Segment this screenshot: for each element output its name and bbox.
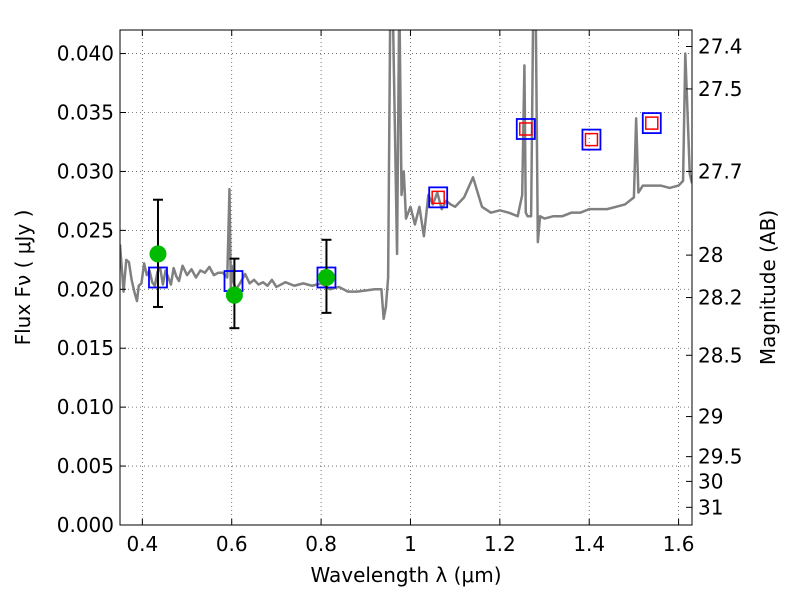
- grid-layer: [120, 30, 692, 526]
- x-tick-label: 1.6: [663, 532, 695, 556]
- y-tick-label: 0.010: [57, 395, 114, 419]
- y-tick-label: 0.040: [57, 42, 114, 66]
- x-tick-label: 0.6: [216, 532, 248, 556]
- y-tick-label: 0.015: [57, 336, 114, 360]
- model-flux-square: [641, 112, 662, 135]
- plot-area: [120, 30, 692, 330]
- x-tick-label: 0.4: [126, 532, 158, 556]
- red-flux-square: [645, 116, 659, 130]
- y-tick-label: 0.020: [57, 277, 114, 301]
- x-axis-label: Wavelength λ (μm): [310, 563, 501, 587]
- red-flux-square: [431, 190, 445, 205]
- mag-tick-label: 27.5: [698, 77, 743, 101]
- mag-tick-label: 30: [698, 469, 723, 493]
- y-tick-label: 0.005: [57, 454, 114, 478]
- mag-tick-label: 28.2: [698, 286, 743, 310]
- y2-axis-label: Magnitude (AB): [756, 210, 780, 365]
- spectrum-line: [120, 30, 692, 320]
- mag-tick-label: 29.5: [698, 445, 743, 469]
- mag-tick-label: 27.7: [698, 159, 743, 183]
- observed-point: [149, 245, 167, 263]
- x-tick-label: 1.4: [573, 532, 605, 556]
- mag-tick-label: 29: [698, 405, 723, 429]
- mag-tick-label: 28: [698, 243, 723, 267]
- x-tick-label: 0.8: [305, 532, 337, 556]
- mag-tick-label: 31: [698, 495, 723, 519]
- model-flux-square: [428, 186, 449, 209]
- model-flux-square: [581, 128, 602, 151]
- mag-tick-label: 28.5: [698, 343, 743, 367]
- y-tick-label: 0.000: [57, 513, 114, 537]
- plot-frame: [119, 29, 693, 526]
- red-flux-square: [584, 132, 599, 147]
- y-axis-label: Flux Fν ( μJy ): [11, 210, 35, 346]
- mag-tick-label: 27.4: [698, 35, 743, 59]
- x-tick-label: 1: [404, 532, 417, 556]
- red-flux-square: [519, 122, 533, 136]
- y-tick-label: 0.035: [57, 101, 114, 125]
- y-tick-label: 0.025: [57, 218, 114, 242]
- observed-point: [317, 269, 335, 286]
- y-tick-label: 0.030: [57, 159, 114, 183]
- tick-layer: 0.4 0.6 0.8 1 1.2 1.4 1.6 0.000 0.005 0.010 0.015 0…: [57, 30, 743, 556]
- observed-point: [225, 286, 243, 304]
- model-flux-square: [515, 118, 536, 140]
- x-tick-label: 1.2: [484, 532, 516, 556]
